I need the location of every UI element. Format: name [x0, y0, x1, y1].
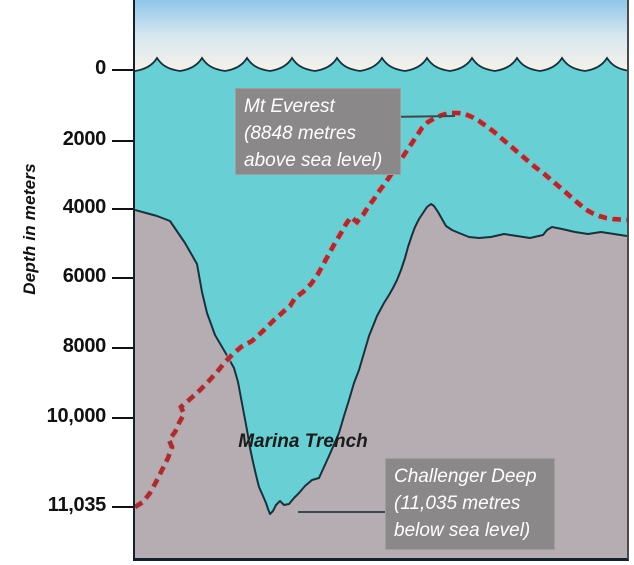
challenger-label-line1: Challenger Deep	[394, 466, 537, 487]
tick-label: 10,000	[46, 405, 107, 427]
tick-label: 4000	[62, 196, 107, 218]
everest-label-line1: Mt Everest	[244, 96, 335, 117]
challenger-deep-label-box: Challenger Deep (11,035 metres below sea…	[385, 458, 555, 550]
tick-mark	[112, 417, 133, 419]
seafloor-outline	[135, 203, 627, 515]
challenger-label-line2: (11,035 metres	[394, 493, 521, 514]
tick-label: 2000	[62, 128, 107, 150]
tick-label: 11,035	[47, 494, 107, 516]
tick-label: 0	[95, 57, 106, 79]
marina-trench-label: Marina Trench	[238, 431, 368, 452]
everest-label-line2: (8848 metres	[244, 123, 356, 144]
tick-mark	[112, 347, 133, 349]
axis-title: Depth in meters	[20, 163, 39, 295]
cross-section-plot: Mt Everest (8848 metres above sea level)…	[133, 0, 629, 561]
everest-label-box: Mt Everest (8848 metres above sea level)	[235, 88, 401, 175]
tick-label: 8000	[62, 335, 107, 357]
everest-profile-dashed-line	[135, 110, 627, 509]
challenger-label-line3: below sea level)	[394, 520, 531, 541]
everest-label-line3: above sea level)	[244, 150, 383, 171]
depth-axis: Depth in meters 0 2000 4000 6000 8000 10…	[0, 0, 133, 565]
tick-mark	[112, 69, 133, 71]
tick-label: 6000	[62, 265, 107, 287]
sea-surface-wave-line	[135, 56, 627, 72]
tick-mark	[112, 277, 133, 279]
tick-mark	[112, 140, 133, 142]
tick-mark	[112, 208, 133, 210]
tick-mark	[112, 506, 133, 508]
